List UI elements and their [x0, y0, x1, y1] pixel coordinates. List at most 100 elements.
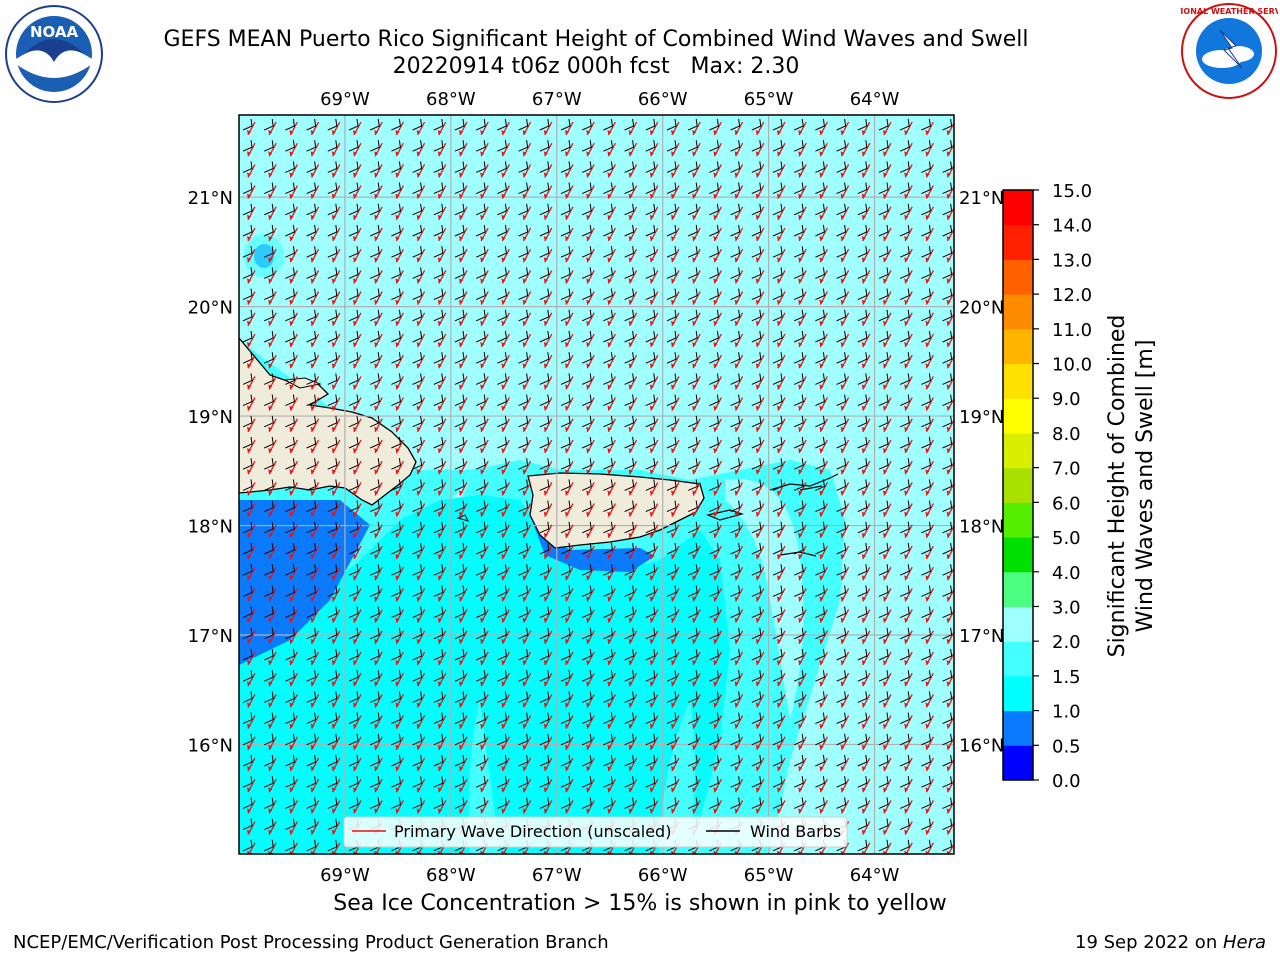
wave-arrowhead	[501, 681, 506, 687]
wave-arrowhead	[692, 511, 697, 517]
wave-arrowhead	[925, 172, 930, 178]
lon-tick-label: 65°W	[744, 865, 794, 886]
wind-barb	[857, 203, 868, 216]
wave-arrowhead	[501, 151, 506, 157]
wind-barb	[793, 712, 804, 725]
wave-arrowhead	[755, 850, 760, 854]
wave-arrowhead	[289, 744, 294, 750]
wave-arrowhead	[946, 829, 951, 835]
wind-barb	[921, 288, 931, 301]
wave-arrowhead	[374, 702, 379, 708]
wind-barb	[581, 670, 592, 682]
wave-arrowhead	[331, 363, 336, 369]
wave-arrowhead	[734, 278, 739, 284]
wind-barb	[624, 203, 635, 216]
wind-barb	[687, 712, 698, 725]
wind-barb	[285, 330, 295, 343]
wave-arrowhead	[649, 723, 654, 729]
wave-arrowhead	[586, 702, 591, 708]
wind-barb	[772, 458, 783, 470]
wind-barb	[815, 564, 825, 576]
wave-arrowhead	[904, 723, 909, 729]
wind-barb	[878, 118, 889, 131]
wave-arrowhead	[649, 426, 654, 432]
wind-barb	[772, 606, 783, 619]
wave-arrowhead	[437, 702, 442, 708]
wave-arrowhead	[883, 787, 887, 793]
wave-arrowhead	[416, 405, 421, 411]
wind-barb	[772, 436, 783, 449]
colorbar-tick-label: 13.0	[1052, 250, 1092, 271]
wave-arrowhead	[480, 426, 485, 432]
wind-barb	[412, 521, 423, 534]
wave-arrowhead	[607, 299, 612, 305]
wave-arrowhead	[353, 554, 357, 559]
wind-barb	[793, 606, 804, 619]
wind-barb	[285, 352, 295, 364]
wave-arrowhead	[840, 617, 845, 623]
wave-arrowhead	[374, 575, 379, 581]
wave-arrowhead	[543, 214, 548, 220]
wind-barb	[687, 436, 698, 449]
colorbar-tick-label: 6.0	[1052, 493, 1081, 514]
wave-arrowhead	[437, 850, 442, 854]
wind-barb	[687, 627, 698, 640]
wave-arrowhead	[607, 130, 612, 135]
wind-barb	[603, 521, 613, 534]
wave-arrowhead	[480, 808, 485, 814]
wave-arrowhead	[268, 151, 273, 157]
wind-barb	[687, 415, 698, 428]
wave-arrowhead	[840, 808, 845, 814]
wave-arrowhead	[755, 257, 760, 263]
wind-barb	[539, 627, 550, 640]
wind-barb	[666, 330, 677, 343]
wind-barb	[624, 246, 635, 258]
wind-barb	[772, 140, 783, 152]
wave-arrowhead	[755, 554, 760, 559]
wave-arrowhead	[353, 384, 357, 390]
wave-arrowhead	[861, 278, 866, 284]
wave-arrowhead	[649, 766, 654, 771]
wave-arrowhead	[904, 490, 909, 496]
wave-arrowhead	[649, 363, 654, 369]
wind-barb	[518, 373, 529, 385]
wave-arrowhead	[459, 532, 463, 538]
wind-barb	[327, 712, 338, 725]
wind-barb	[709, 246, 719, 258]
wind-barb	[751, 309, 762, 322]
wind-barb	[560, 224, 571, 237]
wind-barb	[836, 648, 847, 661]
wave-arrowhead	[353, 130, 357, 135]
wind-barb	[921, 839, 931, 852]
wind-barb	[285, 818, 295, 831]
wind-barb	[645, 267, 656, 279]
wave-arrowhead	[310, 850, 315, 854]
wind-barb	[772, 203, 783, 216]
wind-barb	[581, 797, 592, 809]
wind-barb	[475, 118, 486, 131]
wind-barb	[836, 733, 847, 746]
wind-barb	[327, 648, 338, 661]
wind-barb	[772, 415, 783, 428]
wind-barb	[899, 564, 910, 576]
wind-barb	[263, 712, 274, 725]
wind-barb	[412, 776, 423, 788]
wave-arrowhead	[607, 766, 612, 771]
wind-barb	[772, 542, 783, 555]
wave-arrowhead	[755, 766, 760, 771]
wind-barb	[306, 648, 317, 661]
wind-barb	[285, 606, 295, 619]
wave-arrowhead	[459, 299, 463, 305]
wind-barb	[369, 394, 380, 407]
wave-arrowhead	[798, 511, 803, 517]
wave-arrowhead	[649, 744, 654, 750]
wave-arrowhead	[628, 702, 633, 708]
wave-arrowhead	[734, 257, 739, 263]
wave-arrowhead	[861, 193, 866, 199]
wind-barb	[263, 564, 274, 576]
wind-barb	[433, 542, 444, 555]
wave-arrowhead	[649, 193, 654, 199]
wind-barb	[285, 373, 295, 385]
wave-arrowhead	[586, 617, 591, 623]
wave-arrowhead	[734, 342, 739, 347]
